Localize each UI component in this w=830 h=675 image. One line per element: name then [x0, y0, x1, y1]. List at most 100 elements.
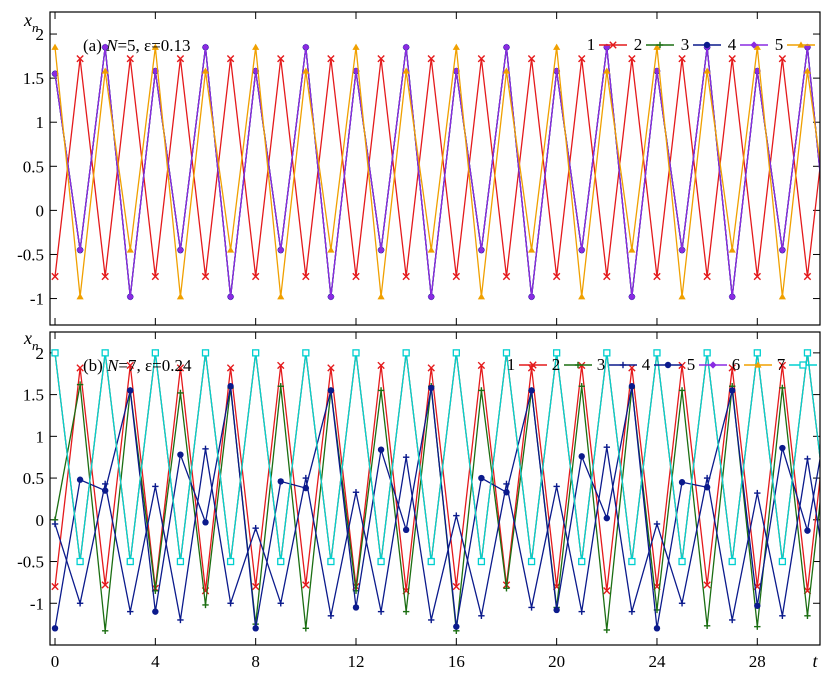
x-tick-label: 28: [749, 652, 766, 671]
data-point-1-b: [101, 581, 109, 589]
series-line-2: [54, 384, 820, 631]
series-3: [51, 443, 820, 624]
data-point-1-b: [452, 582, 461, 591]
legend: 1 2 3 4 5: [587, 35, 815, 54]
data-point-1-b: [402, 272, 410, 281]
data-point-1-b: [176, 55, 185, 63]
data-point-7: [552, 349, 561, 357]
data-point-4: [678, 246, 686, 254]
data-point-1-b: [251, 582, 260, 591]
data-point-1-b: [126, 55, 134, 63]
plot-frame: [49, 331, 821, 646]
legend-label: 3: [681, 35, 690, 54]
y-tick-label: 1.5: [23, 69, 44, 88]
data-point-1-b: [628, 55, 636, 63]
data-point-5: [502, 67, 511, 74]
data-point-5: [452, 43, 460, 50]
x-tick-label: 20: [548, 652, 565, 671]
data-point-1-b: [603, 272, 611, 281]
data-point-1-b: [151, 272, 160, 281]
x-tick-label: 4: [151, 652, 160, 671]
data-point-5: [226, 246, 235, 253]
data-point-1-b: [728, 55, 736, 63]
data-point-7: [226, 557, 235, 566]
data-point-5: [201, 67, 210, 74]
data-point-4: [478, 474, 485, 482]
data-point-4: [101, 43, 109, 51]
legend-label: 1: [507, 355, 516, 374]
data-point-7: [628, 557, 636, 566]
data-point-1-b: [452, 272, 461, 281]
data-point-4: [201, 43, 210, 51]
data-point-5: [101, 67, 109, 74]
data-point-7: [327, 557, 335, 566]
legend-label: 4: [728, 35, 737, 54]
data-point-1-b: [201, 272, 210, 281]
data-point-7: [377, 557, 385, 566]
data-point-5: [76, 293, 84, 300]
legend-marker: [703, 41, 711, 49]
x-tick-label: 16: [448, 652, 465, 671]
data-point-5: [352, 43, 360, 50]
y-axis-label: xn: [23, 10, 39, 35]
data-point-4: [753, 67, 761, 75]
data-point-5: [252, 43, 260, 50]
data-point-1-b: [527, 55, 536, 63]
data-point-4: [377, 246, 385, 254]
data-point-7: [653, 349, 661, 357]
series-4: [51, 383, 820, 632]
data-point-5: [703, 67, 711, 74]
data-point-7: [753, 349, 761, 357]
data-point-4: [553, 606, 560, 614]
series-group: [51, 43, 820, 301]
data-point-4: [728, 293, 736, 301]
y-tick-label: 2: [36, 344, 45, 363]
data-point-1-b: [76, 364, 84, 372]
data-point-4: [277, 478, 284, 485]
data-point-1-b: [251, 272, 260, 281]
data-point-4: [477, 246, 486, 254]
data-point-4: [527, 293, 536, 301]
data-point-1-b: [703, 272, 711, 281]
data-point-1-b: [678, 361, 686, 370]
series-line-1: [54, 365, 820, 591]
data-point-4: [277, 246, 285, 254]
data-point-5: [402, 67, 410, 74]
data-point-4: [127, 387, 134, 394]
data-point-4: [603, 514, 611, 522]
data-point-7: [728, 557, 736, 566]
data-point-5: [603, 67, 611, 74]
legend-marker-b: [529, 361, 537, 369]
x-axis-label: t: [812, 651, 818, 671]
data-point-1-b: [803, 272, 812, 281]
data-point-1-b: [603, 587, 611, 595]
legend: 1 2 3 4 5 6 7: [507, 355, 817, 374]
data-point-1-b: [678, 55, 686, 63]
data-point-7: [578, 557, 586, 566]
data-point-4: [778, 246, 786, 254]
data-point-7: [778, 557, 787, 566]
data-point-7: [527, 557, 536, 566]
panel-title: (a) N=5, ε=0.13: [83, 36, 191, 55]
data-point-1-b: [552, 272, 561, 281]
y-tick-label: 2: [36, 25, 45, 44]
y-tick-label: -1: [30, 290, 44, 309]
data-point-1-b: [126, 361, 134, 370]
data-point-1-b: [277, 361, 285, 370]
data-point-4: [152, 608, 159, 615]
data-point-5: [527, 246, 536, 253]
data-point-1-b: [753, 272, 761, 281]
series-2: [51, 381, 820, 635]
data-point-1-b: [226, 364, 235, 372]
data-point-5: [678, 293, 686, 300]
data-point-5: [377, 293, 385, 300]
data-point-4: [729, 387, 736, 394]
legend-marker: [799, 361, 807, 369]
legend-marker: [664, 361, 672, 369]
legend-label: 3: [597, 355, 606, 374]
data-point-4: [252, 625, 259, 632]
y-tick-label: 0: [36, 201, 45, 220]
series-line-3: [54, 47, 820, 297]
data-point-1-b: [302, 581, 310, 589]
data-point-4: [779, 444, 786, 452]
